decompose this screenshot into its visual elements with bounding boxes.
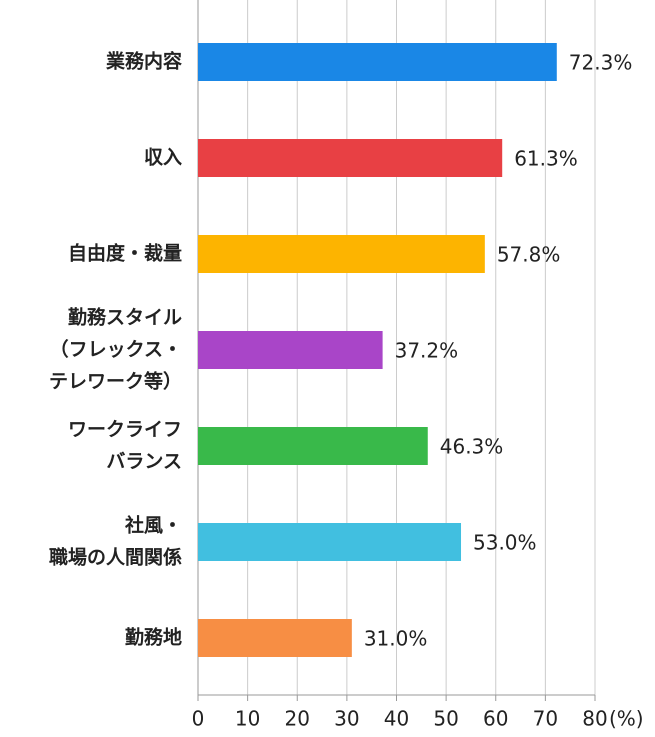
value-label: 57.8% [497, 243, 561, 267]
value-label: 37.2% [395, 339, 459, 363]
x-tick-label: 50 [433, 707, 458, 731]
y-tick-label: 勤務地 [125, 626, 182, 649]
bar [198, 235, 485, 273]
value-label: 46.3% [440, 435, 504, 459]
x-tick-label: 0 [192, 707, 205, 731]
x-tick-label: 80 [582, 707, 607, 731]
bar [198, 427, 428, 465]
bar [198, 619, 352, 657]
y-tick-label: （フレックス・ [50, 338, 182, 361]
bar [198, 43, 557, 81]
x-tick-label: 60 [483, 707, 508, 731]
y-tick-label: 勤務スタイル [68, 306, 182, 329]
x-tick-label: 40 [384, 707, 409, 731]
y-tick-label: ワークライフ [68, 419, 182, 441]
bar [198, 139, 503, 177]
y-tick-label: 自由度・裁量 [68, 242, 182, 265]
y-tick-label: 社風・ [124, 514, 182, 537]
bar [198, 523, 462, 561]
y-tick-label: 収入 [144, 147, 182, 169]
x-tick-label: 10 [235, 707, 260, 731]
value-label: 53.0% [473, 531, 537, 555]
y-tick-label: 職場の人間関係 [49, 546, 182, 569]
y-tick-label: テレワーク等） [49, 370, 182, 393]
y-tick-label: 業務内容 [105, 50, 182, 73]
bar [198, 331, 383, 369]
x-axis-label: (%) [609, 707, 644, 731]
value-label: 61.3% [514, 147, 578, 171]
x-tick-label: 30 [334, 707, 359, 731]
value-label: 72.3% [569, 51, 633, 75]
x-tick-label: 70 [533, 707, 558, 731]
x-tick-label: 20 [285, 707, 310, 731]
y-tick-label: バランス [106, 451, 182, 473]
value-label: 31.0% [364, 627, 428, 651]
